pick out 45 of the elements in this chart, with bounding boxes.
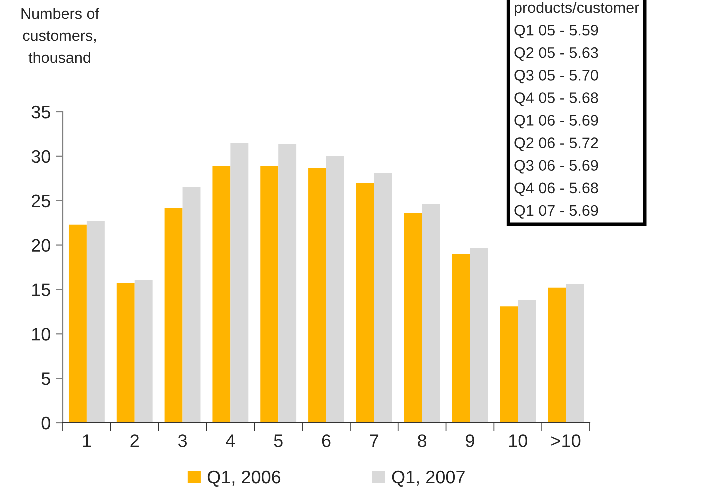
bar bbox=[308, 168, 326, 423]
bar bbox=[212, 166, 231, 423]
bar bbox=[86, 221, 105, 423]
bar bbox=[518, 300, 536, 423]
bar bbox=[566, 284, 584, 423]
y-tick-label: 5 bbox=[42, 372, 50, 386]
bar bbox=[404, 213, 422, 423]
bar bbox=[326, 156, 344, 423]
bar bbox=[164, 208, 183, 423]
x-tick-label: 4 bbox=[226, 434, 236, 448]
bar bbox=[500, 306, 518, 423]
bar bbox=[68, 224, 87, 423]
bar bbox=[278, 144, 297, 423]
legend-label: Q1, 2006 bbox=[208, 470, 281, 487]
x-tick-label: 5 bbox=[274, 434, 283, 448]
y-tick-label: 10 bbox=[32, 328, 50, 341]
y-tick-label: 30 bbox=[32, 150, 50, 164]
bar bbox=[422, 204, 440, 423]
bar bbox=[452, 254, 470, 423]
y-tick-label: 15 bbox=[32, 284, 50, 296]
y-tick-label: 20 bbox=[32, 239, 50, 252]
x-tick-label: 10 bbox=[509, 434, 528, 448]
bar bbox=[260, 166, 279, 423]
x-tick-label: >10 bbox=[552, 434, 581, 448]
bar bbox=[548, 288, 566, 423]
bar bbox=[182, 188, 201, 423]
x-tick-label: 8 bbox=[418, 434, 427, 448]
bar bbox=[134, 280, 153, 423]
legend-label: Q1, 2007 bbox=[392, 470, 465, 487]
x-tick-label: 6 bbox=[322, 434, 331, 448]
bar bbox=[470, 248, 488, 423]
x-tick-label: 9 bbox=[466, 434, 474, 448]
bar bbox=[356, 183, 374, 423]
y-axis-title: Numbers of customers, thousand bbox=[22, 8, 100, 64]
x-tick-label: 2 bbox=[130, 434, 139, 448]
y-tick-label: 35 bbox=[32, 106, 50, 119]
bar bbox=[230, 143, 249, 423]
bar bbox=[116, 283, 135, 423]
text: products/customer Q1 05 - 5.59 Q2 05 - 5.63 Q3 05 - 5.70 Q4 05 - 5.68 Q1 06 - 5.69 Q2 06 - 5.72 Q3 06 - 5.69 Q4 06 - 5.68 Q1 07 - 5.69 bbox=[514, 2, 640, 219]
bar bbox=[374, 173, 392, 423]
y-tick-label: 25 bbox=[32, 194, 50, 208]
x-tick-label: 1 bbox=[83, 434, 92, 448]
x-tick-label: 3 bbox=[178, 434, 187, 448]
y-tick-label: 0 bbox=[42, 416, 50, 430]
x-tick-label: 7 bbox=[370, 434, 379, 448]
